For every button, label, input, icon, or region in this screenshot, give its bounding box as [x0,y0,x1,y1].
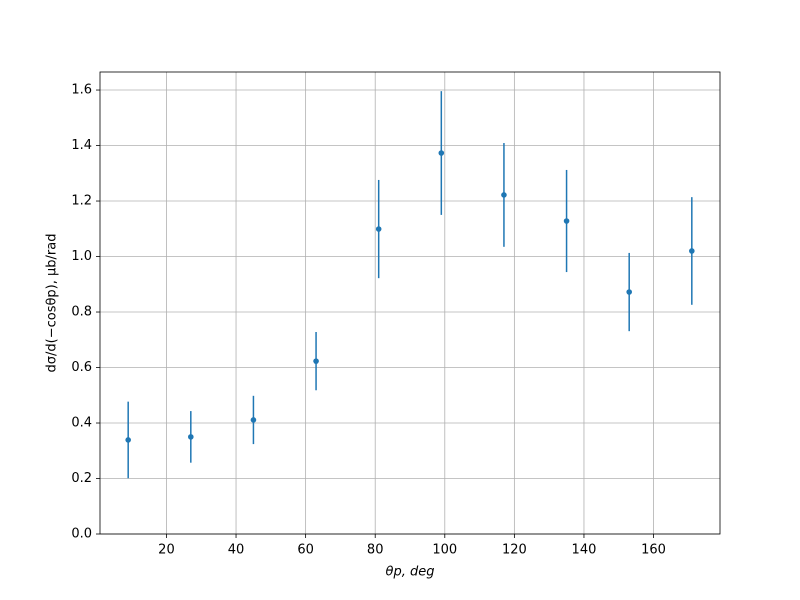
x-tick-label: 100 [432,543,457,558]
y-tick-label: 0.4 [71,416,92,431]
x-tick-label: 40 [228,543,245,558]
y-tick-label: 0.8 [71,305,92,320]
data-point [188,434,194,440]
y-tick-label: 0.6 [71,360,92,375]
y-tick-label: 1.0 [71,249,92,264]
y-tick-label: 1.6 [71,83,92,98]
data-point [250,417,257,423]
x-tick-label: 60 [297,543,314,558]
x-tick-label: 120 [502,543,527,558]
y-tick-label: 1.2 [71,194,92,209]
x-tick-label: 140 [572,543,597,558]
data-point [563,218,570,224]
data-point [438,150,445,156]
data-point [375,226,382,232]
data-point [626,289,632,295]
data-point [313,358,319,364]
grid [100,72,720,535]
y-tick-label: 0.2 [71,471,92,486]
y-tick-label: 1.4 [71,138,92,153]
x-tick-label: 160 [641,543,666,558]
y-tick-label: 0.0 [71,527,92,542]
marks [125,91,695,479]
data-point [501,192,507,198]
x-axis-label: θp, deg [386,565,435,580]
data-point [125,437,131,443]
data-point [689,248,695,254]
y-axis-label: dσ/d(−cosθp), μb/rad [45,234,60,373]
plot-frame [99,71,721,535]
x-tick-label: 20 [158,543,175,558]
x-tick-label: 80 [367,543,384,558]
